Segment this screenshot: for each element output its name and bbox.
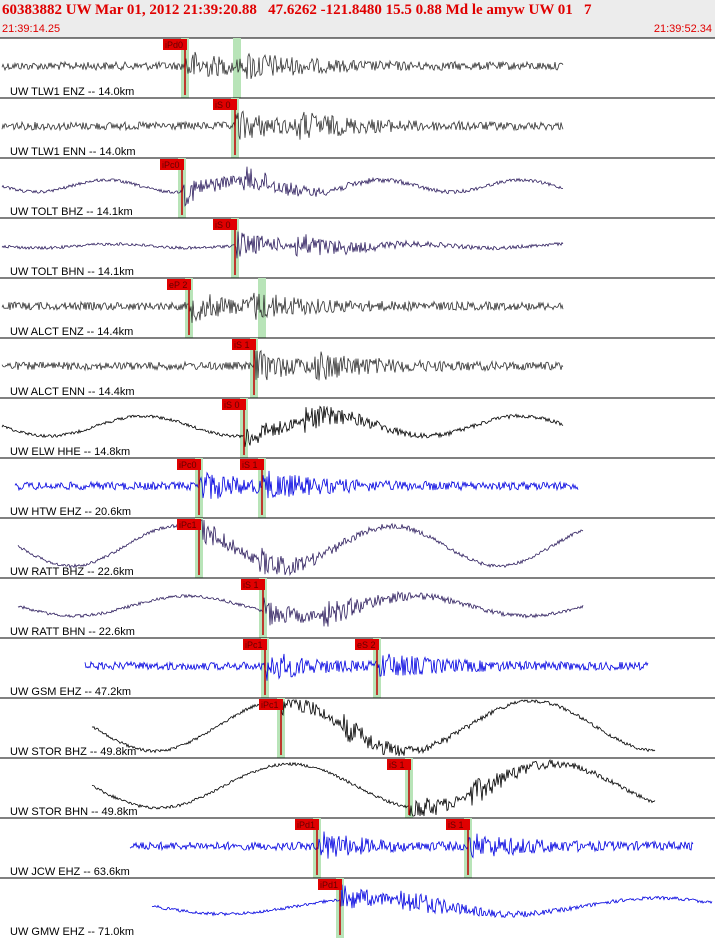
waveform [84, 653, 649, 681]
end-time: 21:39:52.34 [654, 23, 712, 35]
trace-label: UW ALCT ENN -- 14.4km [10, 386, 135, 398]
pick-label: iPc1 [261, 700, 279, 710]
pick-label: iPc0 [162, 160, 180, 170]
trace-label: UW ALCT ENZ -- 14.4km [10, 326, 133, 338]
trace: iS 0 UW ELW HHE -- 14.8km [0, 397, 715, 458]
trace: iPd0 UW TLW1 ENZ -- 14.0km [0, 37, 715, 98]
trace-label: UW ELW HHE -- 14.8km [10, 446, 130, 458]
trace-label: UW TOLT BHZ -- 14.1km [10, 206, 133, 218]
pick-band [258, 278, 266, 338]
header-band [0, 0, 715, 38]
trace: iPc0 UW TOLT BHZ -- 14.1km [0, 157, 715, 218]
pick-box [177, 519, 201, 530]
pick-box [222, 399, 246, 410]
pick-box [163, 39, 187, 50]
trace-label: UW GMW EHZ -- 71.0km [10, 926, 134, 938]
pick-box [232, 339, 256, 350]
pick-label: iPc0 [179, 460, 197, 470]
pick-label: iS 1 [389, 760, 405, 770]
trace-label: UW HTW EHZ -- 20.6km [10, 506, 131, 518]
waveform [1, 292, 564, 323]
pick-box [387, 759, 411, 770]
trace: iS 1 UW RATT BHN -- 22.6km [0, 577, 715, 638]
pick-box [213, 219, 237, 230]
waveform [17, 590, 584, 627]
trace-label: UW GSM EHZ -- 47.2km [10, 686, 131, 698]
waveform [1, 405, 564, 447]
pick-box [241, 579, 265, 590]
waveform [14, 470, 579, 499]
pick-box [160, 159, 184, 170]
pick-box [295, 819, 319, 830]
trace-label: UW STOR BHN -- 49.8km [10, 806, 138, 818]
trace: iS 0 UW TLW1 ENN -- 14.0km [0, 97, 715, 158]
trace-label: UW TOLT BHN -- 14.1km [10, 266, 134, 278]
pick-box [318, 879, 342, 890]
pick-label: iS 0 [224, 400, 240, 410]
trace: iPc1 UW RATT BHZ -- 22.6km [0, 517, 715, 578]
pick-box [240, 459, 264, 470]
trace-label: UW STOR BHZ -- 49.8km [10, 746, 136, 758]
pick-label: iPd0 [165, 40, 183, 50]
trace: iPd1 iS 1 UW JCW EHZ -- 63.6km [0, 817, 715, 878]
waveform [17, 519, 584, 576]
pick-box [446, 819, 470, 830]
trace: iPc1 eS 2 UW GSM EHZ -- 47.2km [0, 637, 715, 698]
trace-label: UW JCW EHZ -- 63.6km [10, 866, 130, 878]
start-time: 21:39:14.25 [2, 23, 60, 35]
trace-label: UW RATT BHN -- 22.6km [10, 626, 135, 638]
waveform [91, 758, 656, 817]
pick-label: iPd1 [297, 820, 315, 830]
waveform [1, 166, 564, 207]
header-title: 60383882 UW Mar 01, 2012 21:39:20.88 47.… [2, 2, 592, 18]
waveform [91, 698, 656, 757]
pick-band [233, 38, 241, 98]
waveform [1, 349, 564, 381]
trace-label: UW TLW1 ENN -- 14.0km [10, 146, 136, 158]
pick-label: iS 0 [215, 100, 231, 110]
trace: iS 0 UW TOLT BHN -- 14.1km [0, 217, 715, 278]
trace: iS 1 UW STOR BHN -- 49.8km [0, 757, 715, 818]
pick-label: iPd1 [320, 880, 338, 890]
pick-label: eP 2 [169, 280, 187, 290]
pick-box [259, 699, 283, 710]
waveform [1, 231, 564, 259]
waveform [129, 831, 694, 859]
trace-label: UW TLW1 ENZ -- 14.0km [10, 86, 134, 98]
pick-label: iS 1 [448, 820, 464, 830]
waveform [151, 884, 713, 919]
pick-label: iS 1 [243, 580, 259, 590]
pick-label: iPc1 [245, 640, 263, 650]
pick-label: iS 1 [234, 340, 250, 350]
waveform [1, 110, 564, 140]
trace: eP 2 UW ALCT ENZ -- 14.4km [0, 277, 715, 338]
trace: iPc0 iS 1 UW HTW EHZ -- 20.6km [0, 457, 715, 518]
pick-label: eS 2 [357, 640, 376, 650]
trace: iPc1 UW STOR BHZ -- 49.8km [0, 697, 715, 758]
waveform [1, 51, 564, 80]
pick-label: iPc1 [179, 520, 197, 530]
pick-box [167, 279, 191, 290]
trace: iPd1 UW GMW EHZ -- 71.0km [0, 877, 715, 938]
pick-label: iS 1 [242, 460, 258, 470]
trace-label: UW RATT BHZ -- 22.6km [10, 566, 134, 578]
trace: iS 1 UW ALCT ENN -- 14.4km [0, 337, 715, 398]
pick-box [355, 639, 379, 650]
pick-box [177, 459, 201, 470]
pick-label: iS 0 [215, 220, 231, 230]
pick-box [213, 99, 237, 110]
pick-box [243, 639, 267, 650]
